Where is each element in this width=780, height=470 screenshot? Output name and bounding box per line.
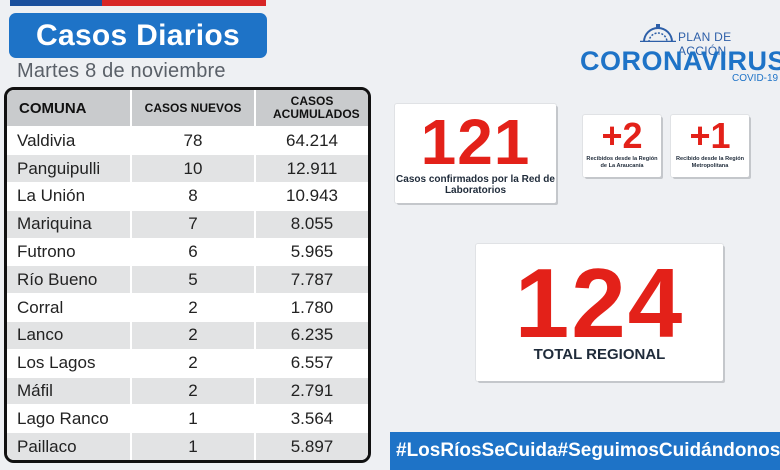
cell-casos-nuevos: 1 bbox=[131, 404, 256, 434]
cell-casos-acumulados: 2.791 bbox=[255, 377, 368, 406]
cell-casos-acumulados: 6.557 bbox=[255, 349, 368, 378]
cell-casos-acumulados: 1.780 bbox=[255, 293, 368, 323]
cell-casos-nuevos: 6 bbox=[131, 238, 256, 267]
metropolitana-cases-caption: Recibido desde la Región Metropolitana bbox=[675, 156, 745, 169]
table-row: La Unión 8 10.943 bbox=[7, 182, 368, 211]
table-row: Máfil 2 2.791 bbox=[7, 377, 368, 406]
metropolitana-cases-value: +1 bbox=[689, 115, 731, 156]
cell-casos-nuevos: 8 bbox=[131, 182, 256, 211]
table-body: Valdivia 78 64.214 Panguipulli 10 12.911 La Un… bbox=[7, 127, 368, 460]
cell-casos-acumulados: 12.911 bbox=[255, 154, 368, 184]
hashtag-banner: #LosRíosSeCuida #SeguimosCuidándonos bbox=[390, 432, 780, 470]
table-row: Lago Ranco 1 3.564 bbox=[7, 404, 368, 434]
cell-casos-acumulados: 7.787 bbox=[255, 265, 368, 295]
table-row: Lanco 2 6.235 bbox=[7, 321, 368, 350]
cell-comuna: Río Bueno bbox=[7, 265, 132, 295]
table-row: Panguipulli 10 12.911 bbox=[7, 154, 368, 184]
cell-casos-nuevos: 78 bbox=[131, 127, 256, 156]
lab-cases-card: 121 Casos confirmados por la Red de Labo… bbox=[395, 104, 556, 203]
logo-plan-text: PLAN DE ACCIÓN bbox=[678, 30, 732, 58]
cell-casos-nuevos: 2 bbox=[131, 293, 256, 323]
table-row: Futrono 6 5.965 bbox=[7, 238, 368, 267]
logo-coronavirus-text: CORONAVIRUS bbox=[580, 46, 780, 76]
cell-casos-acumulados: 10.943 bbox=[255, 182, 368, 211]
cell-comuna: Futrono bbox=[7, 238, 132, 267]
araucania-cases-card: +2 Recibidos desde la Región de La Arauc… bbox=[583, 115, 661, 177]
regional-total-value: 124 bbox=[514, 248, 685, 358]
cell-comuna: Lago Ranco bbox=[7, 404, 132, 434]
table-row: Río Bueno 5 7.787 bbox=[7, 265, 368, 295]
lab-cases-caption: Casos confirmados por la Red de Laborato… bbox=[396, 174, 555, 196]
table-row: Paillaco 1 5.897 bbox=[7, 432, 368, 460]
page-title: Casos Diarios bbox=[9, 13, 267, 58]
lab-cases-value: 121 bbox=[420, 106, 531, 178]
cases-table: COMUNA CASOS NUEVOS CASOS ACUMULADOS Val… bbox=[4, 87, 371, 463]
cell-casos-acumulados: 6.235 bbox=[255, 321, 368, 350]
flag-blue-stripe bbox=[10, 0, 103, 6]
cell-comuna: Mariquina bbox=[7, 210, 132, 239]
flag-red-stripe bbox=[102, 0, 266, 6]
hashtag-seguimos-cuidandonos: #SeguimosCuidándonos bbox=[557, 440, 780, 461]
cell-casos-acumulados: 3.564 bbox=[255, 404, 368, 434]
cell-casos-acumulados: 5.965 bbox=[255, 238, 368, 267]
cell-comuna: Lanco bbox=[7, 321, 132, 350]
metropolitana-cases-card: +1 Recibido desde la Región Metropolitan… bbox=[671, 115, 749, 177]
table-row: Los Lagos 2 6.557 bbox=[7, 349, 368, 378]
logo-covid-text: COVID-19 bbox=[732, 73, 779, 84]
cell-casos-nuevos: 2 bbox=[131, 349, 256, 378]
column-header-casos-acumulados-label: CASOS ACUMULADOS bbox=[273, 94, 360, 121]
cell-casos-nuevos: 1 bbox=[131, 432, 256, 460]
cell-casos-acumulados: 5.897 bbox=[255, 432, 368, 460]
dome-icon bbox=[640, 24, 676, 42]
cell-comuna: La Unión bbox=[7, 182, 132, 211]
araucania-cases-caption: Recibidos desde la Región de La Araucaní… bbox=[586, 156, 658, 169]
table-header-row: COMUNA CASOS NUEVOS CASOS ACUMULADOS bbox=[7, 90, 368, 128]
cell-comuna: Máfil bbox=[7, 377, 132, 406]
table-row: Corral 2 1.780 bbox=[7, 293, 368, 323]
coronavirus-plan-logo: PLAN DE ACCIÓN CORONAVIRUS COVID-19 bbox=[578, 22, 780, 88]
cell-comuna: Corral bbox=[7, 293, 132, 323]
cell-casos-acumulados: 64.214 bbox=[255, 127, 368, 156]
regional-total-card: 124 TOTAL REGIONAL bbox=[476, 244, 723, 381]
regional-total-caption: TOTAL REGIONAL bbox=[533, 346, 666, 363]
column-header-comuna: COMUNA bbox=[7, 90, 132, 128]
table-row: Mariquina 7 8.055 bbox=[7, 210, 368, 239]
cell-comuna: Panguipulli bbox=[7, 154, 132, 184]
cell-casos-nuevos: 5 bbox=[131, 265, 256, 295]
cell-casos-acumulados: 8.055 bbox=[255, 210, 368, 239]
flag-bar bbox=[10, 0, 266, 6]
cell-casos-nuevos: 2 bbox=[131, 321, 256, 350]
column-header-casos-acumulados: CASOS ACUMULADOS bbox=[255, 90, 368, 128]
cell-casos-nuevos: 10 bbox=[131, 154, 256, 184]
cell-comuna: Valdivia bbox=[7, 127, 132, 156]
hashtag-los-rios-se-cuida: #LosRíosSeCuida bbox=[396, 440, 558, 461]
report-date: Martes 8 de noviembre bbox=[17, 60, 226, 82]
cell-casos-nuevos: 7 bbox=[131, 210, 256, 239]
cell-comuna: Paillaco bbox=[7, 432, 132, 460]
table-row: Valdivia 78 64.214 bbox=[7, 127, 368, 156]
araucania-cases-value: +2 bbox=[601, 115, 643, 156]
cell-comuna: Los Lagos bbox=[7, 349, 132, 378]
cell-casos-nuevos: 2 bbox=[131, 377, 256, 406]
column-header-casos-nuevos: CASOS NUEVOS bbox=[131, 90, 256, 128]
